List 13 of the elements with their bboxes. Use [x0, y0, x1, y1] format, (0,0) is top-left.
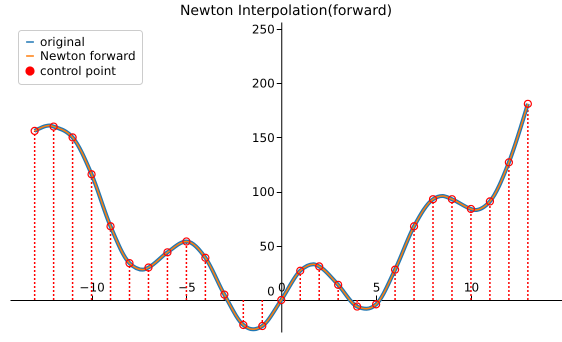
y-tick-label: 100	[252, 185, 275, 200]
legend-label: Newton forward	[40, 49, 136, 63]
y-tick-label: 200	[252, 76, 275, 91]
x-tick-label: 10	[464, 280, 480, 295]
legend-label: original	[40, 35, 85, 49]
chart-title: Newton Interpolation(forward)	[180, 3, 392, 19]
x-tick-label: −5	[178, 280, 196, 295]
y-tick-label: 150	[252, 130, 275, 145]
x-tick-label: −10	[79, 280, 105, 295]
y-tick-label: 50	[259, 239, 275, 254]
y-tick-label: 250	[252, 22, 275, 37]
legend-label: control point	[40, 64, 116, 78]
x-tick-label: 5	[372, 280, 380, 295]
